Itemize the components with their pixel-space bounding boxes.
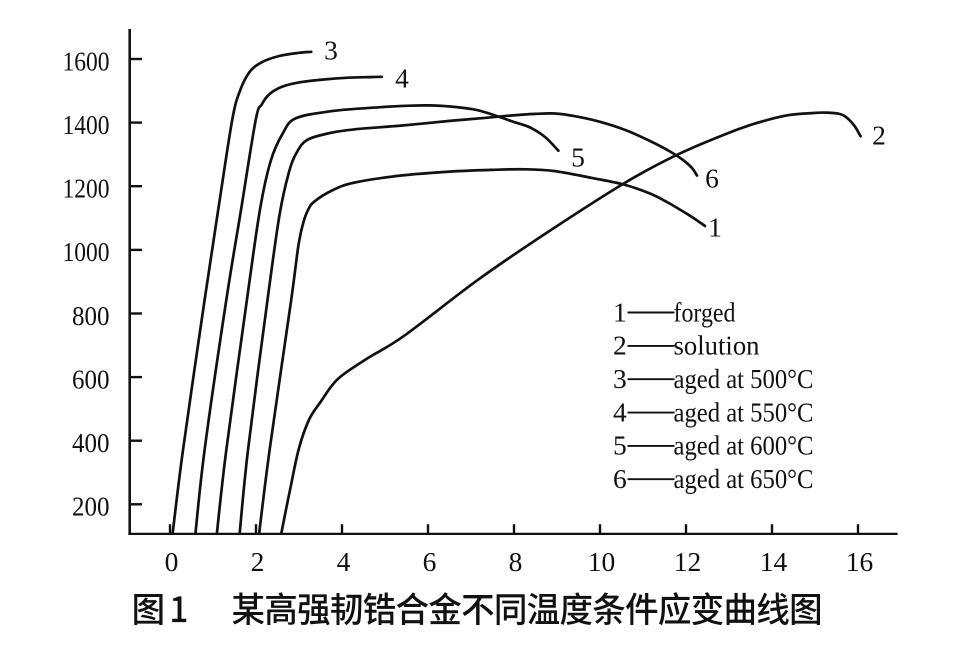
svg-text:800: 800: [72, 300, 110, 331]
svg-text:0: 0: [165, 546, 179, 577]
svg-text:1600: 1600: [63, 45, 110, 76]
svg-text:1: 1: [708, 212, 722, 243]
svg-text:5: 5: [571, 142, 585, 173]
svg-text:1400: 1400: [63, 109, 110, 140]
svg-text:6: 6: [613, 463, 627, 494]
svg-text:6: 6: [705, 163, 719, 194]
svg-text:3: 3: [613, 363, 627, 394]
svg-text:12: 12: [674, 546, 702, 577]
svg-text:200: 200: [72, 491, 110, 522]
svg-text:4: 4: [395, 63, 409, 94]
svg-text:aged at 600°C: aged at 600°C: [674, 430, 814, 461]
svg-text:8: 8: [509, 546, 523, 577]
svg-text:solution: solution: [674, 330, 760, 361]
svg-text:aged at 650°C: aged at 650°C: [674, 463, 814, 494]
svg-text:6: 6: [423, 546, 437, 577]
svg-text:10: 10: [588, 546, 616, 577]
svg-text:2: 2: [613, 330, 627, 361]
svg-text:4: 4: [337, 546, 351, 577]
svg-text:5: 5: [613, 430, 627, 461]
svg-text:400: 400: [72, 427, 110, 458]
svg-text:16: 16: [846, 546, 874, 577]
svg-text:4: 4: [613, 396, 627, 427]
svg-text:600: 600: [72, 363, 110, 394]
svg-text:2: 2: [872, 120, 886, 151]
svg-text:1: 1: [613, 296, 627, 327]
svg-text:1000: 1000: [63, 236, 110, 267]
svg-text:2: 2: [251, 546, 265, 577]
svg-text:aged at 500°C: aged at 500°C: [674, 363, 814, 394]
svg-text:3: 3: [324, 35, 338, 66]
svg-text:forged: forged: [674, 296, 736, 327]
svg-text:aged at 550°C: aged at 550°C: [674, 396, 814, 427]
svg-text:14: 14: [760, 546, 788, 577]
svg-text:1200: 1200: [63, 173, 110, 204]
